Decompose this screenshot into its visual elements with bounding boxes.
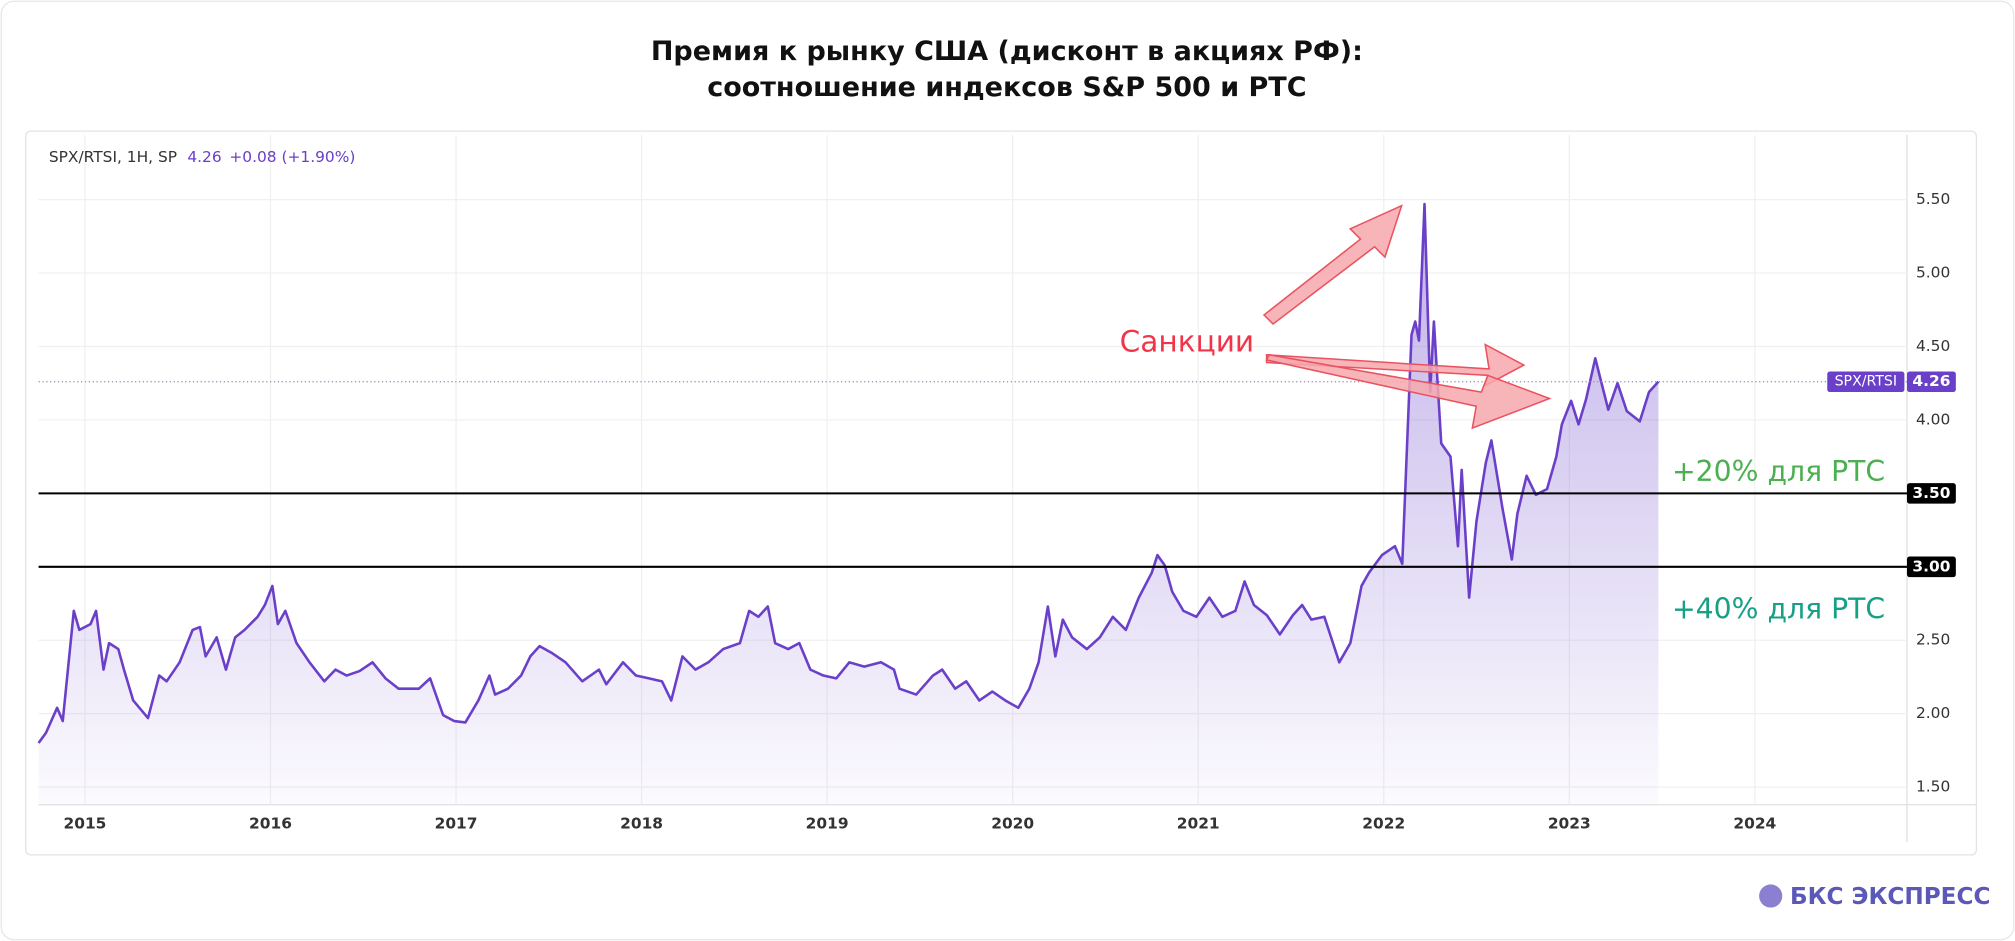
y-tick-label: 2.00 — [1916, 704, 1950, 722]
chart-title: Премия к рынку США (дисконт в акциях РФ)… — [651, 36, 1363, 67]
level-tag — [1906, 556, 1956, 578]
brand: БКС ЭКСПРЕСС — [1790, 884, 1990, 910]
logo-icon — [1759, 884, 1783, 908]
x-tick-label: 2023 — [1548, 815, 1591, 833]
arrow — [1262, 204, 1403, 325]
x-tick-label: 2017 — [435, 815, 478, 833]
x-tick-label: 2021 — [1177, 815, 1220, 833]
x-tick-label: 2018 — [620, 815, 663, 833]
price-tag — [1906, 371, 1956, 393]
arrow — [1265, 353, 1552, 430]
level-annotation: +20% для РТС — [1672, 455, 1885, 488]
legend-header: SPX/RTSI, 1H, SP 4.26 +0.08 (+1.90%) — [49, 147, 356, 165]
level-label: 3.50 — [1912, 484, 1950, 502]
line — [37, 202, 1660, 744]
last-value: 4.26 — [187, 147, 221, 165]
change: +0.08 (+1.90%) — [229, 147, 355, 165]
level-label: 3.00 — [1912, 557, 1950, 575]
plot: 2015 2016 2017 2018 2019 2020 2021 2022 2023 2024… — [37, 134, 1977, 843]
price-tag-name: SPX/RTSI — [1835, 374, 1897, 390]
area — [38, 204, 1659, 805]
annotation: Санкции — [1120, 325, 1255, 359]
y-tick-label: 4.50 — [1916, 337, 1950, 355]
level-tag — [1906, 483, 1956, 504]
x-tick-label: 2022 — [1362, 815, 1405, 833]
y-tick-label: 5.50 — [1916, 190, 1950, 208]
chart-title: соотношение индексов S&P 500 и РТС — [707, 72, 1306, 103]
y-tick-label: 5.00 — [1916, 264, 1950, 282]
x-tick-label: 2024 — [1733, 815, 1776, 833]
y-tick-label: 2.50 — [1916, 631, 1950, 649]
price-tag — [1827, 371, 1905, 393]
x-tick-label: 2019 — [806, 815, 849, 833]
symbol: SPX/RTSI, 1H, SP — [49, 147, 177, 165]
arrows — [1262, 204, 1552, 430]
x-tick-label: 2020 — [991, 815, 1034, 833]
y-tick-label: 4.00 — [1916, 410, 1950, 428]
x-tick-label: 2016 — [249, 815, 292, 833]
price-tag-value: 4.26 — [1912, 372, 1950, 390]
y-tick-label: 1.50 — [1916, 778, 1950, 796]
x-tick-label: 2015 — [64, 815, 107, 833]
level-annotation: +40% для РТС — [1672, 593, 1885, 626]
